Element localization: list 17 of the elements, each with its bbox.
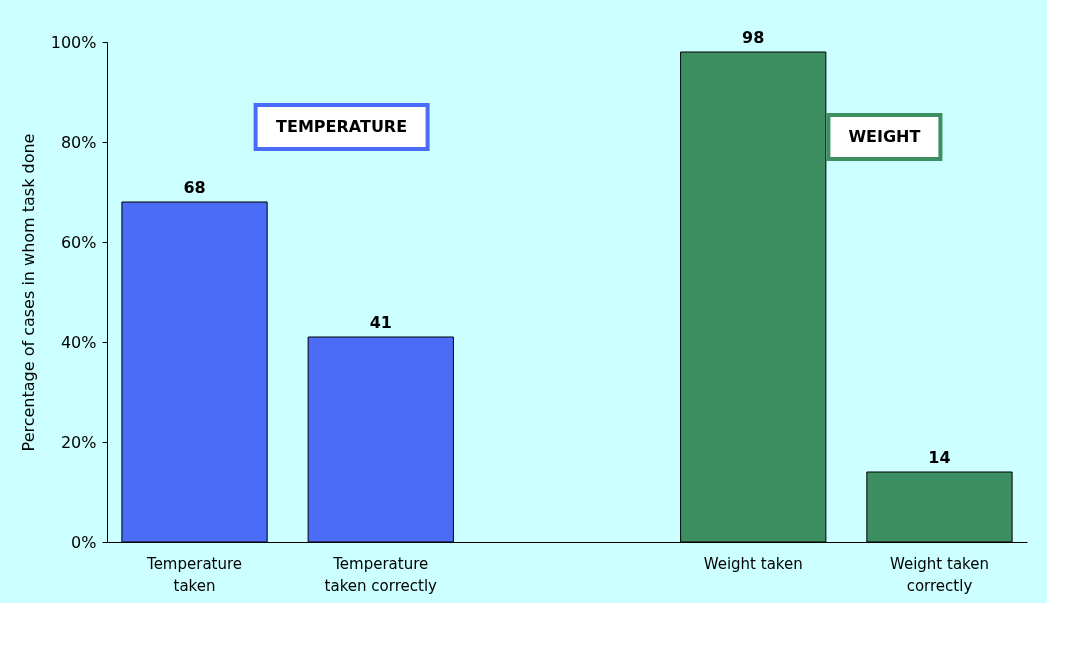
data-label: 14 <box>928 448 951 467</box>
data-label: 68 <box>183 178 206 197</box>
x-tick-label: Weight taken <box>703 554 803 573</box>
y-tick-label: 40% <box>60 332 97 352</box>
y-tick-label: 20% <box>60 432 97 452</box>
y-axis-title: Percentage of cases in whom task done <box>18 133 38 452</box>
annotation: WEIGHT <box>848 127 921 146</box>
data-label: 41 <box>369 313 392 332</box>
y-tick-label: 100% <box>50 32 97 52</box>
y-tick-label: 60% <box>60 232 97 252</box>
x-tick-label: Temperature taken <box>146 554 243 595</box>
y-tick-label: 80% <box>60 132 97 152</box>
data-label: 98 <box>742 28 765 47</box>
annotation: TEMPERATURE <box>276 117 408 136</box>
x-tick-label: Temperature taken correctly <box>324 554 438 595</box>
x-tick-label: Weight taken correctly <box>889 554 989 595</box>
y-tick-label: 0% <box>71 532 97 552</box>
